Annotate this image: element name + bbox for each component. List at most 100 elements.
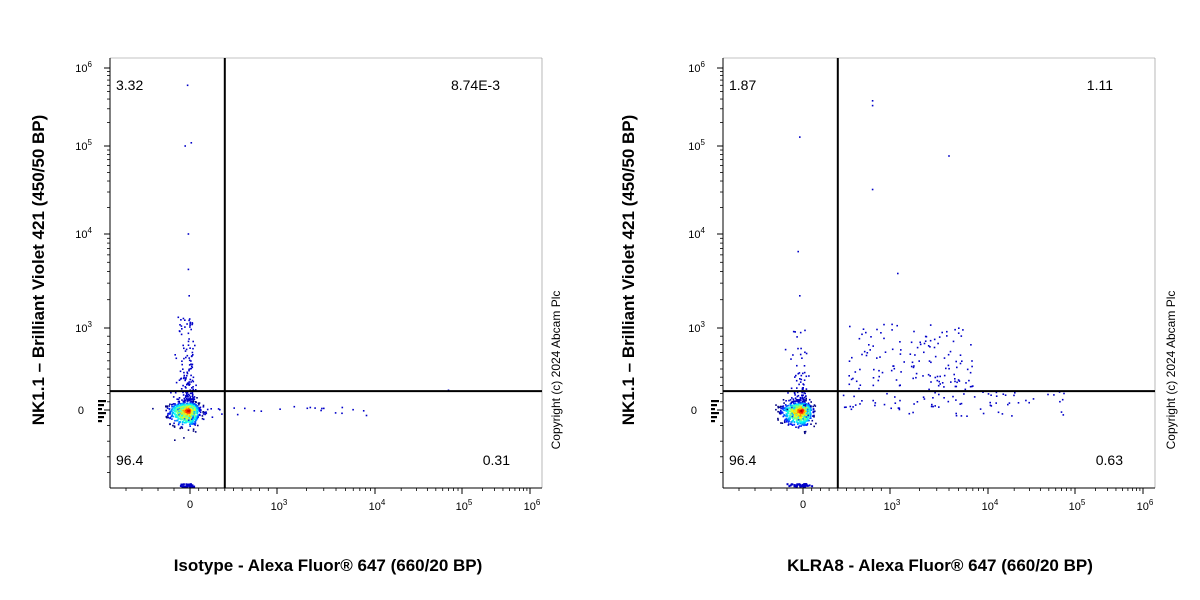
data-point — [172, 409, 175, 412]
data-point — [804, 485, 807, 488]
data-point — [191, 387, 193, 389]
data-point — [947, 364, 950, 367]
data-point — [165, 409, 167, 412]
data-point — [797, 423, 799, 425]
offscale-marker — [98, 404, 104, 407]
data-point — [217, 408, 220, 410]
data-point — [934, 376, 937, 379]
data-point — [784, 421, 786, 424]
data-point — [178, 413, 180, 416]
data-point — [193, 422, 195, 425]
data-point — [795, 408, 797, 410]
data-point — [179, 402, 182, 405]
data-point — [189, 402, 191, 404]
data-point — [777, 405, 779, 408]
data-point — [185, 397, 188, 400]
data-point — [955, 360, 957, 363]
data-point — [1002, 393, 1005, 395]
data-point — [194, 344, 196, 347]
data-point — [798, 412, 800, 415]
data-point — [1062, 414, 1065, 416]
data-point — [197, 416, 199, 418]
data-point — [178, 379, 181, 381]
data-point — [179, 485, 182, 487]
data-point — [182, 483, 185, 486]
data-point — [800, 413, 803, 416]
data-point — [236, 413, 239, 416]
data-point — [320, 409, 322, 412]
data-point — [202, 406, 205, 408]
data-point — [782, 399, 785, 401]
data-point — [187, 419, 190, 421]
data-point — [194, 403, 197, 406]
data-point — [804, 413, 806, 415]
data-point — [187, 429, 190, 431]
data-point — [183, 397, 186, 400]
data-point — [793, 403, 795, 405]
data-point — [795, 413, 797, 416]
data-point — [192, 407, 194, 410]
y-tick-label: 106 — [75, 60, 92, 75]
data-point — [187, 340, 190, 343]
data-point — [782, 405, 785, 407]
data-point — [799, 353, 802, 356]
data-point — [903, 361, 905, 363]
data-point — [805, 416, 808, 418]
data-point — [794, 405, 797, 407]
data-point — [808, 375, 810, 377]
x-axis-label: Isotype - Alexa Fluor® 647 (660/20 BP) — [174, 556, 483, 575]
data-point — [796, 391, 799, 394]
offscale-marker — [711, 412, 719, 415]
data-point — [868, 344, 870, 346]
data-point — [175, 416, 177, 418]
data-point — [184, 396, 187, 399]
data-point — [183, 437, 185, 439]
data-point — [185, 407, 187, 410]
data-point — [180, 483, 183, 486]
data-point — [799, 419, 801, 422]
data-point — [185, 402, 188, 405]
data-point — [927, 373, 930, 376]
data-point — [798, 372, 801, 374]
data-point — [787, 408, 790, 411]
data-point — [808, 484, 811, 487]
data-point — [171, 414, 173, 416]
data-point — [801, 357, 803, 359]
data-point — [170, 415, 173, 418]
data-point — [912, 366, 915, 369]
data-point — [777, 406, 780, 409]
data-point — [188, 369, 190, 372]
data-point — [793, 402, 795, 404]
data-point — [186, 374, 188, 377]
data-point — [174, 439, 176, 441]
data-point — [791, 424, 794, 426]
data-point — [799, 412, 801, 415]
data-point — [211, 416, 214, 418]
data-point — [929, 346, 931, 348]
data-point — [188, 417, 190, 419]
data-point — [941, 331, 943, 334]
data-point — [854, 404, 857, 406]
data-point — [793, 412, 795, 414]
data-point — [811, 485, 814, 488]
data-point — [943, 357, 946, 359]
data-point — [955, 414, 958, 417]
data-point — [793, 417, 796, 420]
data-point — [1014, 392, 1016, 394]
offscale-marker — [711, 400, 719, 403]
data-point — [790, 405, 793, 408]
data-point — [805, 424, 807, 426]
data-point — [191, 411, 194, 414]
data-point — [849, 405, 852, 408]
data-point — [195, 419, 197, 422]
data-point — [193, 408, 195, 411]
data-point — [781, 411, 783, 413]
data-point — [796, 421, 798, 424]
data-point — [186, 371, 188, 374]
data-point — [174, 411, 176, 413]
data-point — [995, 402, 997, 404]
data-point — [186, 402, 189, 404]
data-point — [803, 365, 806, 367]
data-point — [185, 421, 188, 423]
data-point — [190, 400, 193, 402]
